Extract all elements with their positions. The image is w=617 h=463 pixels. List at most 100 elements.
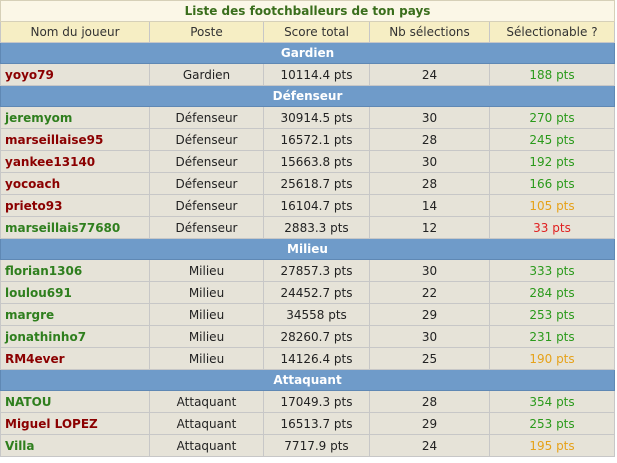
player-name-link[interactable]: loulou691 (0, 281, 150, 304)
player-poste: Milieu (149, 325, 264, 348)
player-name-link[interactable]: jonathinho7 (0, 325, 150, 348)
section-label: Milieu (0, 238, 615, 260)
player-poste: Milieu (149, 303, 264, 326)
player-name-link[interactable]: jeremyom (0, 106, 150, 129)
player-poste: Attaquant (149, 412, 264, 435)
player-selectionable: 190 pts (489, 347, 615, 370)
column-header-selections: Nb sélections (369, 21, 490, 43)
player-name-link[interactable]: yoyo79 (0, 63, 150, 86)
table-row: yoyo79 Gardien 10114.4 pts 24 188 pts (0, 63, 615, 86)
player-name-link[interactable]: prieto93 (0, 194, 150, 217)
player-selections: 24 (369, 434, 490, 457)
player-selectionable: 231 pts (489, 325, 615, 348)
player-selectionable: 333 pts (489, 259, 615, 282)
player-name-link[interactable]: NATOU (0, 390, 150, 413)
table-row: prieto93 Défenseur 16104.7 pts 14 105 pts (0, 194, 615, 217)
player-selectionable: 354 pts (489, 390, 615, 413)
section-label: Gardien (0, 42, 615, 64)
player-selectionable: 253 pts (489, 412, 615, 435)
player-poste: Défenseur (149, 106, 264, 129)
table-row: NATOU Attaquant 17049.3 pts 28 354 pts (0, 390, 615, 413)
player-name-link[interactable]: Miguel LOPEZ (0, 412, 150, 435)
player-poste: Défenseur (149, 194, 264, 217)
player-score: 17049.3 pts (263, 390, 370, 413)
player-name-link[interactable]: yankee13140 (0, 150, 150, 173)
player-score: 16104.7 pts (263, 194, 370, 217)
player-selections: 30 (369, 150, 490, 173)
player-score: 2883.3 pts (263, 216, 370, 239)
table-title-row: Liste des footchballeurs de ton pays (0, 0, 615, 22)
player-score: 30914.5 pts (263, 106, 370, 129)
player-poste: Milieu (149, 281, 264, 304)
player-selectionable: 33 pts (489, 216, 615, 239)
table-row: loulou691 Milieu 24452.7 pts 22 284 pts (0, 281, 615, 304)
player-selections: 29 (369, 303, 490, 326)
table-row: marseillaise95 Défenseur 16572.1 pts 28 245 … (0, 128, 615, 151)
section-row: Gardien (0, 42, 615, 64)
column-header-poste: Poste (149, 21, 264, 43)
player-selections: 30 (369, 259, 490, 282)
table-row: margre Milieu 34558 pts 29 253 pts (0, 303, 615, 326)
column-header-selectionable: Sélectionable ? (489, 21, 615, 43)
player-name-link[interactable]: Villa (0, 434, 150, 457)
player-poste: Défenseur (149, 150, 264, 173)
player-score: 16513.7 pts (263, 412, 370, 435)
player-selectionable: 188 pts (489, 63, 615, 86)
player-score: 14126.4 pts (263, 347, 370, 370)
player-selectionable: 192 pts (489, 150, 615, 173)
column-header-name: Nom du joueur (0, 21, 150, 43)
table-row: jonathinho7 Milieu 28260.7 pts 30 231 pts (0, 325, 615, 348)
section-label: Défenseur (0, 85, 615, 107)
table-row: Villa Attaquant 7717.9 pts 24 195 pts (0, 434, 615, 457)
player-name-link[interactable]: yocoach (0, 172, 150, 195)
section-row: Attaquant (0, 369, 615, 391)
player-poste: Milieu (149, 259, 264, 282)
player-poste: Défenseur (149, 128, 264, 151)
player-score: 16572.1 pts (263, 128, 370, 151)
player-selectionable: 195 pts (489, 434, 615, 457)
player-selections: 24 (369, 63, 490, 86)
player-selectionable: 253 pts (489, 303, 615, 326)
player-name-link[interactable]: marseillaise95 (0, 128, 150, 151)
player-score: 34558 pts (263, 303, 370, 326)
player-selections: 29 (369, 412, 490, 435)
column-header-score: Score total (263, 21, 370, 43)
player-score: 7717.9 pts (263, 434, 370, 457)
table-title: Liste des footchballeurs de ton pays (0, 0, 615, 22)
table-row: yocoach Défenseur 25618.7 pts 28 166 pts (0, 172, 615, 195)
player-score: 28260.7 pts (263, 325, 370, 348)
player-score: 24452.7 pts (263, 281, 370, 304)
table-row: Miguel LOPEZ Attaquant 16513.7 pts 29 253 pt… (0, 412, 615, 435)
player-poste: Attaquant (149, 434, 264, 457)
player-name-link[interactable]: margre (0, 303, 150, 326)
player-name-link[interactable]: marseillais77680 (0, 216, 150, 239)
player-selectionable: 270 pts (489, 106, 615, 129)
player-score: 10114.4 pts (263, 63, 370, 86)
player-selections: 28 (369, 390, 490, 413)
table-row: yankee13140 Défenseur 15663.8 pts 30 192 pts (0, 150, 615, 173)
player-selections: 14 (369, 194, 490, 217)
player-selections: 22 (369, 281, 490, 304)
player-score: 25618.7 pts (263, 172, 370, 195)
player-selections: 30 (369, 325, 490, 348)
player-name-link[interactable]: RM4ever (0, 347, 150, 370)
player-selections: 25 (369, 347, 490, 370)
column-header-row: Nom du joueur Poste Score total Nb sélec… (0, 21, 615, 43)
player-selectionable: 166 pts (489, 172, 615, 195)
table-row: florian1306 Milieu 27857.3 pts 30 333 pts (0, 259, 615, 282)
player-score: 27857.3 pts (263, 259, 370, 282)
player-poste: Défenseur (149, 216, 264, 239)
player-poste: Attaquant (149, 390, 264, 413)
player-selections: 30 (369, 106, 490, 129)
table-row: jeremyom Défenseur 30914.5 pts 30 270 pts (0, 106, 615, 129)
player-selections: 28 (369, 128, 490, 151)
table-row: RM4ever Milieu 14126.4 pts 25 190 pts (0, 347, 615, 370)
player-selectionable: 245 pts (489, 128, 615, 151)
player-score: 15663.8 pts (263, 150, 370, 173)
player-selections: 28 (369, 172, 490, 195)
player-selections: 12 (369, 216, 490, 239)
player-poste: Milieu (149, 347, 264, 370)
player-name-link[interactable]: florian1306 (0, 259, 150, 282)
